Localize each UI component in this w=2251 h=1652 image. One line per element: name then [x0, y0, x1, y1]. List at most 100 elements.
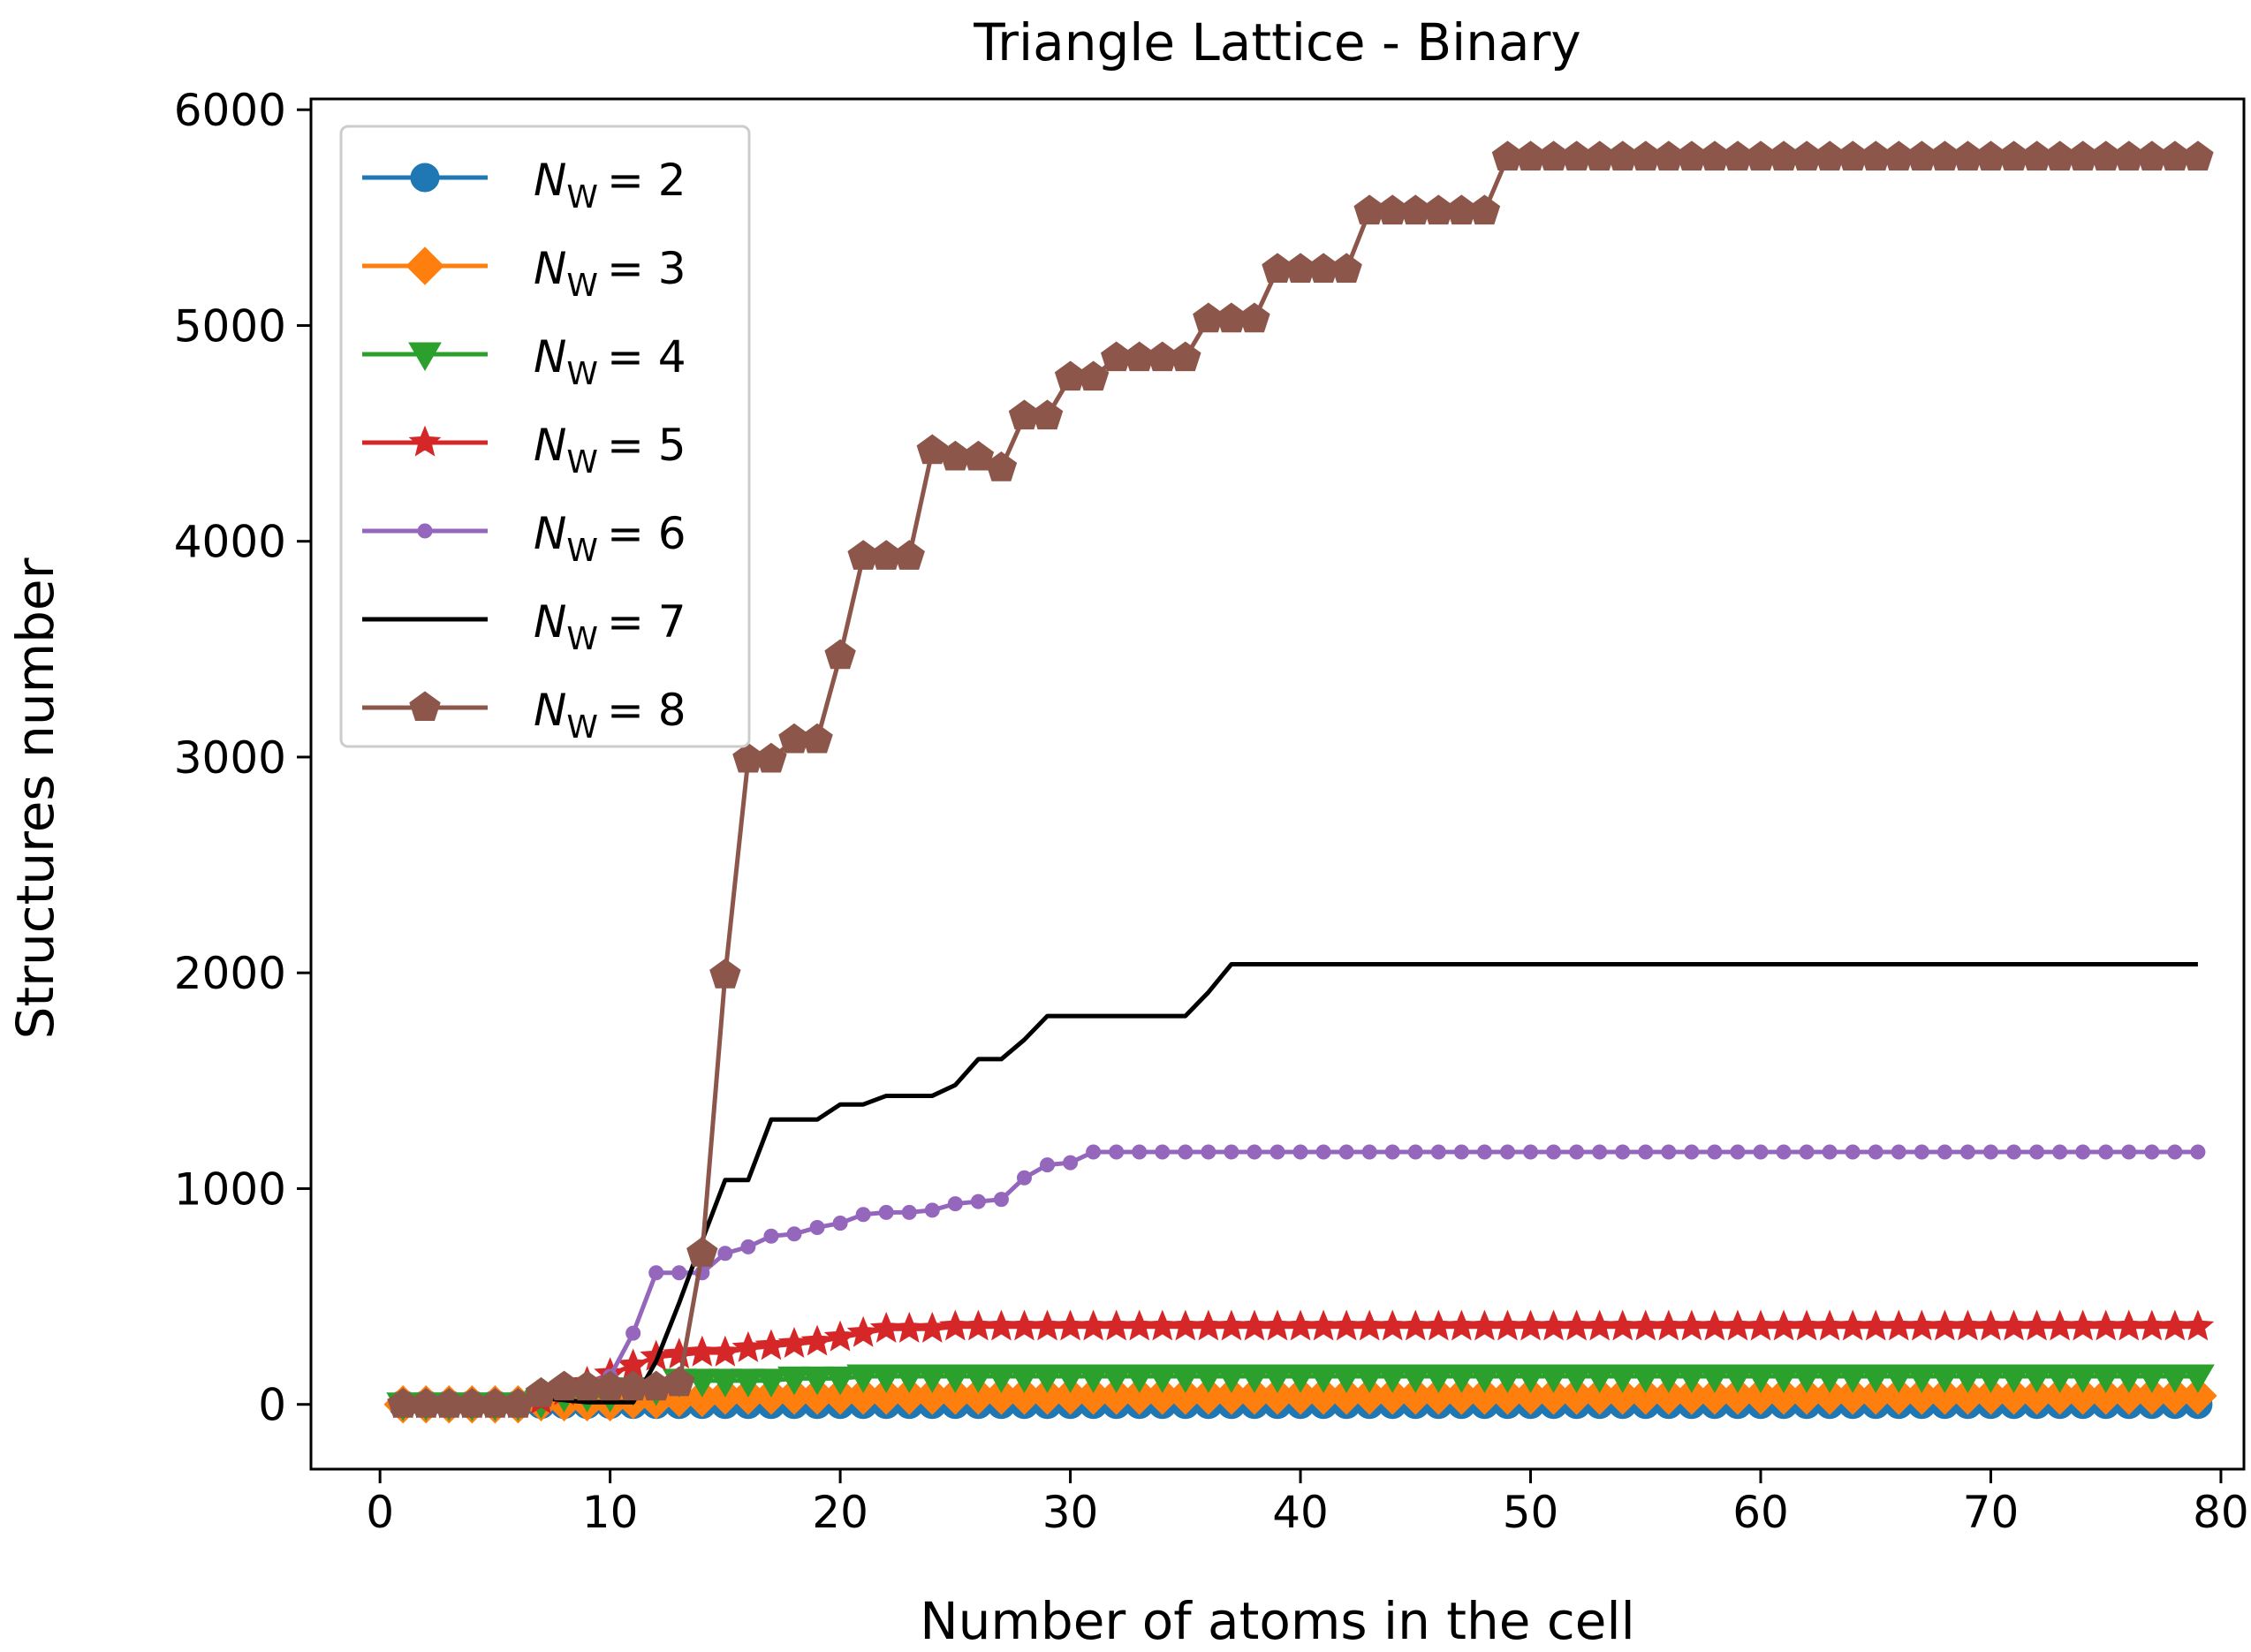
data-point: [1453, 1144, 1469, 1160]
data-point: [1592, 1144, 1608, 1160]
data-point: [1698, 1364, 1732, 1393]
data-point: [823, 1320, 857, 1352]
data-point: [709, 1335, 742, 1367]
data-point: [1292, 1144, 1308, 1160]
data-point: [686, 1237, 718, 1267]
data-point: [2190, 1144, 2206, 1160]
data-point: [1651, 1364, 1686, 1393]
data-point: [717, 1246, 733, 1262]
data-point: [938, 1309, 972, 1341]
y-tick-label: 0: [258, 1380, 286, 1431]
legend-marker: [417, 523, 433, 539]
data-point: [1330, 253, 1362, 284]
data-point: [1384, 1144, 1400, 1160]
data-point: [648, 1265, 664, 1281]
data-point: [2121, 1144, 2137, 1160]
data-point: [915, 1311, 949, 1343]
data-point: [961, 1364, 996, 1393]
data-point: [1559, 1364, 1594, 1393]
data-point: [1239, 302, 1270, 333]
data-point: [2020, 1309, 2053, 1341]
data-point: [708, 1368, 742, 1398]
data-point: [763, 1228, 779, 1244]
y-axis-label: Structures number: [5, 557, 65, 1039]
data-point: [1086, 1144, 1102, 1160]
data-point: [2181, 1364, 2215, 1393]
data-point: [2167, 1144, 2183, 1160]
data-point: [1261, 1309, 1294, 1341]
legend-item: NW = 6: [362, 508, 686, 569]
data-point: [1698, 1309, 1732, 1341]
data-point: [671, 1265, 687, 1281]
data-point: [1215, 1309, 1248, 1341]
data-point: [1638, 1144, 1654, 1160]
data-point: [938, 1364, 973, 1393]
data-point: [962, 1309, 995, 1341]
data-point: [1583, 1309, 1617, 1341]
data-point: [1606, 1309, 1640, 1341]
data-point: [740, 1239, 756, 1254]
data-point: [1270, 1144, 1285, 1160]
x-tick-label: 0: [366, 1487, 394, 1538]
legend-symbol: N: [534, 685, 566, 736]
x-tick-label: 20: [812, 1487, 868, 1538]
data-point: [1109, 1144, 1125, 1160]
legend-item: NW = 2: [362, 155, 686, 216]
data-point: [1178, 1144, 1194, 1160]
y-tick-label: 5000: [174, 300, 286, 352]
data-point: [2043, 1364, 2077, 1393]
data-point: [1238, 1364, 1271, 1393]
data-point: [1537, 1309, 1570, 1341]
data-point: [1845, 1144, 1861, 1160]
legend-item: NW = 8: [362, 685, 686, 746]
data-point: [878, 1204, 894, 1220]
data-point: [1476, 1144, 1492, 1160]
data-point: [1790, 1309, 1823, 1341]
data-point: [1077, 1309, 1110, 1341]
data-point: [1307, 1364, 1340, 1393]
data-point: [1744, 1309, 1777, 1341]
data-point: [1813, 1309, 1846, 1341]
data-point: [1569, 1144, 1585, 1160]
data-point: [755, 742, 787, 773]
data-point: [800, 1324, 834, 1356]
data-point: [824, 639, 856, 670]
data-point: [2179, 1376, 2217, 1415]
legend-marker: [408, 425, 442, 457]
data-point: [1031, 1309, 1064, 1341]
data-point: [901, 1204, 917, 1220]
legend-label: NW = 6: [534, 508, 686, 569]
data-point: [1674, 1364, 1709, 1393]
data-point: [1338, 1144, 1354, 1160]
data-point: [1099, 1364, 1133, 1393]
legend-value: = 6: [607, 508, 686, 559]
data-point: [1063, 1155, 1079, 1171]
legend-subscript: W: [566, 533, 598, 569]
data-point: [1776, 1144, 1792, 1160]
legend-value: = 3: [607, 243, 686, 294]
data-point: [1859, 1364, 1893, 1393]
data-point: [1707, 1144, 1723, 1160]
data-point: [1284, 1309, 1317, 1341]
data-point: [1536, 1364, 1571, 1393]
data-point: [1468, 1309, 1501, 1341]
y-tick-label: 3000: [174, 732, 286, 784]
data-point: [1891, 1144, 1906, 1160]
data-point: [869, 1364, 904, 1393]
data-point: [1398, 1309, 1432, 1341]
y-tick-label: 1000: [174, 1163, 286, 1215]
series-6: [395, 1144, 2206, 1413]
data-point: [1040, 1157, 1056, 1173]
data-point: [985, 451, 1018, 481]
data-point: [1523, 1144, 1539, 1160]
legend-label: NW = 3: [534, 243, 686, 304]
data-point: [1799, 1144, 1815, 1160]
x-tick-label: 70: [1963, 1487, 2020, 1538]
data-point: [1008, 1309, 1041, 1341]
data-point: [1914, 1144, 1929, 1160]
data-point: [1721, 1309, 1755, 1341]
data-point: [1284, 1364, 1317, 1393]
legend-subscript: W: [566, 444, 598, 481]
legend-symbol: N: [534, 331, 566, 383]
